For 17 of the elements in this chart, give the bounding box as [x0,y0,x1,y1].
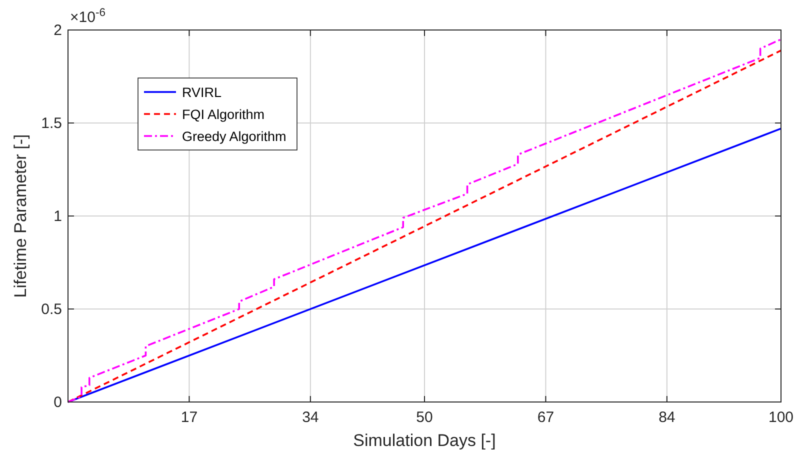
y-axis-title: Lifetime Parameter [-] [11,134,30,298]
y-tick-label: 2 [54,22,62,39]
legend-label: Greedy Algorithm [182,129,286,144]
y-tick-label: 1 [54,208,62,225]
x-tick-label: 84 [658,409,676,426]
legend-label: RVIRL [182,85,222,100]
y-tick-label: 0 [54,394,62,411]
x-tick-label: 34 [302,409,319,426]
x-tick-label: 100 [768,409,794,426]
x-tick-label: 50 [416,409,433,426]
legend-label: FQI Algorithm [182,107,265,122]
x-tick-label: 67 [537,409,554,426]
x-tick-label: 17 [180,409,198,426]
x-axis-title: Simulation Days [-] [353,431,496,450]
y-tick-label: 1.5 [41,115,62,132]
text: ×10$^{-6}$ [70,7,106,26]
y-tick-label: 0.5 [41,301,62,318]
